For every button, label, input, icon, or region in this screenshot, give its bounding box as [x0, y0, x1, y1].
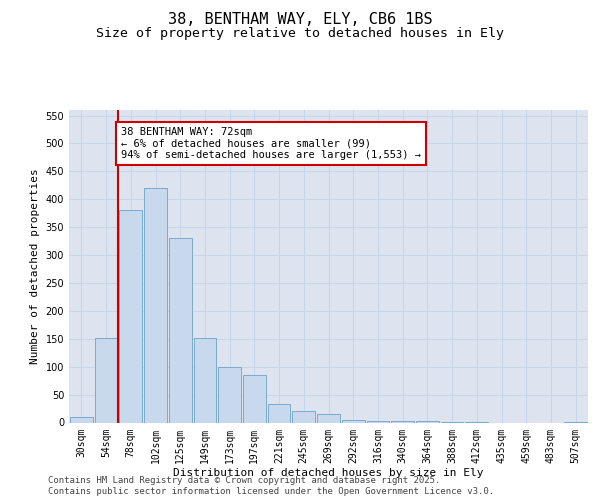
- Bar: [218, 366, 241, 422]
- Bar: [243, 375, 266, 422]
- Bar: [342, 420, 365, 422]
- Bar: [169, 238, 191, 422]
- Y-axis label: Number of detached properties: Number of detached properties: [30, 168, 40, 364]
- Text: Size of property relative to detached houses in Ely: Size of property relative to detached ho…: [96, 28, 504, 40]
- Bar: [95, 338, 118, 422]
- Bar: [119, 210, 142, 422]
- Text: 38 BENTHAM WAY: 72sqm
← 6% of detached houses are smaller (99)
94% of semi-detac: 38 BENTHAM WAY: 72sqm ← 6% of detached h…: [121, 126, 421, 160]
- Bar: [70, 417, 93, 422]
- Bar: [367, 421, 389, 422]
- Bar: [268, 404, 290, 422]
- Text: Contains HM Land Registry data © Crown copyright and database right 2025.: Contains HM Land Registry data © Crown c…: [48, 476, 440, 485]
- Text: 38, BENTHAM WAY, ELY, CB6 1BS: 38, BENTHAM WAY, ELY, CB6 1BS: [167, 12, 433, 28]
- X-axis label: Distribution of detached houses by size in Ely: Distribution of detached houses by size …: [173, 468, 484, 478]
- Bar: [292, 412, 315, 422]
- Bar: [144, 188, 167, 422]
- Bar: [317, 414, 340, 422]
- Bar: [194, 338, 216, 422]
- Text: Contains public sector information licensed under the Open Government Licence v3: Contains public sector information licen…: [48, 487, 494, 496]
